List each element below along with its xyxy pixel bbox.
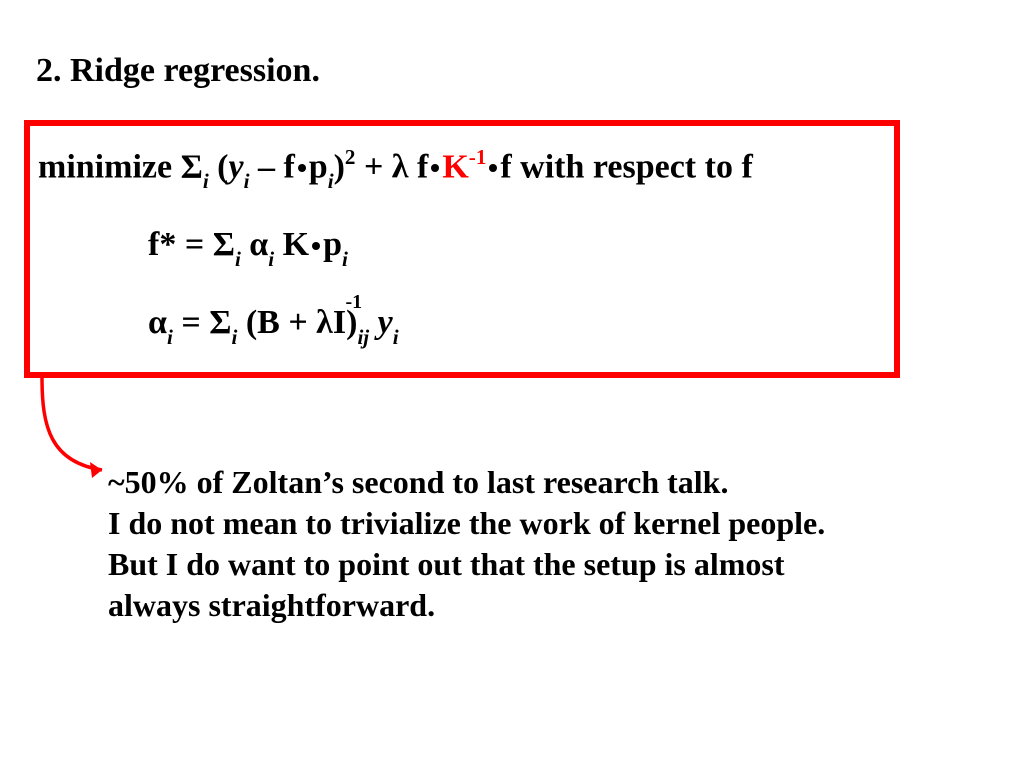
body-line-4: always straightforward. [108,585,978,626]
dot-icon [298,164,306,172]
commentary-text: ~50% of Zoltan’s second to last research… [108,462,978,626]
equation-fstar: f* = Σi αi Kpi [148,225,878,269]
eq2-sigma-sub: i [235,247,241,271]
slide: 2. Ridge regression. minimize Σi (yi – f… [0,0,1024,768]
eq2-alpha: α [249,226,268,263]
eq3-alpha-sub: i [167,325,173,349]
dot-icon [312,242,320,250]
eq3-open: (B + λI) [237,304,357,341]
eq1-neg1: -1 [469,145,487,169]
eq3-sigma: Σ [209,304,231,341]
eq3-eq: = [173,304,209,341]
eq1-plus-lambda: + λ f [355,148,428,185]
eq2-sigma: Σ [213,226,235,263]
eq2-p-sub: i [342,247,348,271]
eq3-neg1-sup: -1 [345,290,362,314]
eq1-p: p [309,148,328,185]
eq3-ij: ij [357,325,369,349]
eq1-sigma: Σ [181,148,203,185]
eq1-tail: f with respect to f [500,148,752,185]
eq1-close: ) [334,148,345,185]
eq1-K: K [442,148,468,185]
dot-icon [489,164,497,172]
eq2-sp2: K [274,226,309,263]
eq1-minus: – f [249,148,294,185]
eq3-y: y [378,304,393,341]
eq3-sigma-sub: i [231,325,237,349]
eq1-sigma-sub: i [203,169,209,193]
eq1-y: y [229,148,244,185]
equation-alpha: αi = Σi (B + λI)ij yi -1 [148,303,878,347]
eq3-y-sub: i [393,325,399,349]
eq2-alpha-sub: i [268,247,274,271]
eq2-lhs: f* = [148,226,213,263]
dot-icon [431,164,439,172]
eq1-open: ( [209,148,229,185]
body-line-1: ~50% of Zoltan’s second to last research… [108,462,978,503]
equation-minimize: minimize Σi (yi – fpi)2 + λ fK-1f with r… [38,146,878,191]
eq2-p: p [323,226,342,263]
section-heading: 2. Ridge regression. [36,52,320,90]
eq1-lead: minimize [38,148,181,185]
body-line-3: But I do want to point out that the setu… [108,544,978,585]
eq3-sp [369,304,378,341]
equations-box: minimize Σi (yi – fpi)2 + λ fK-1f with r… [24,120,900,378]
eq3-alpha: α [148,304,167,341]
eq1-sq: 2 [345,145,356,169]
body-line-2: I do not mean to trivialize the work of … [108,503,978,544]
eq1-y-sub: i [244,169,250,193]
eq1-p-sub: i [328,169,334,193]
